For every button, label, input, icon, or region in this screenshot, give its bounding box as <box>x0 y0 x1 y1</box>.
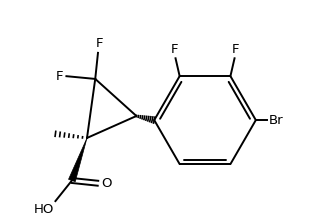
Text: F: F <box>171 42 178 55</box>
Text: O: O <box>101 177 112 190</box>
Text: HO: HO <box>34 203 54 216</box>
Text: F: F <box>232 42 240 55</box>
Text: F: F <box>95 37 103 50</box>
Text: Br: Br <box>269 114 284 127</box>
Polygon shape <box>68 138 87 182</box>
Text: F: F <box>56 70 64 83</box>
